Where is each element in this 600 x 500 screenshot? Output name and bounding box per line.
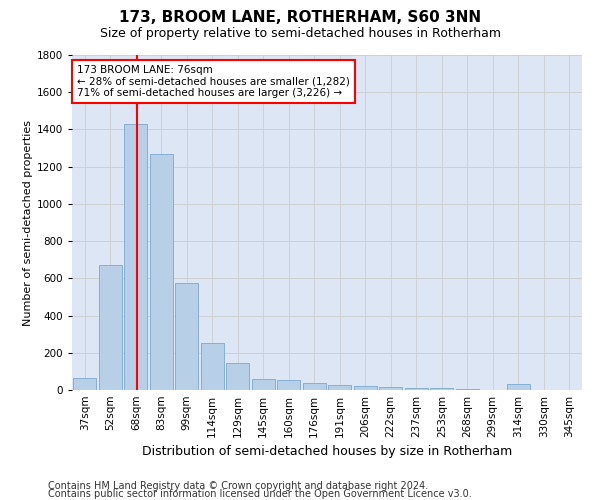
Bar bbox=[99, 266, 122, 390]
Bar bbox=[379, 387, 402, 390]
Bar bbox=[456, 388, 479, 390]
Bar bbox=[175, 283, 198, 390]
Bar bbox=[277, 380, 300, 390]
Y-axis label: Number of semi-detached properties: Number of semi-detached properties bbox=[23, 120, 32, 326]
Text: 173 BROOM LANE: 76sqm
← 28% of semi-detached houses are smaller (1,282)
71% of s: 173 BROOM LANE: 76sqm ← 28% of semi-deta… bbox=[77, 65, 350, 98]
Bar bbox=[507, 384, 530, 390]
Bar bbox=[405, 388, 428, 390]
Text: 173, BROOM LANE, ROTHERHAM, S60 3NN: 173, BROOM LANE, ROTHERHAM, S60 3NN bbox=[119, 10, 481, 25]
X-axis label: Distribution of semi-detached houses by size in Rotherham: Distribution of semi-detached houses by … bbox=[142, 446, 512, 458]
Bar bbox=[124, 124, 147, 390]
Bar bbox=[201, 344, 224, 390]
Bar bbox=[252, 379, 275, 390]
Text: Contains public sector information licensed under the Open Government Licence v3: Contains public sector information licen… bbox=[48, 489, 472, 499]
Bar bbox=[150, 154, 173, 390]
Bar bbox=[303, 384, 326, 390]
Text: Size of property relative to semi-detached houses in Rotherham: Size of property relative to semi-detach… bbox=[100, 28, 500, 40]
Text: Contains HM Land Registry data © Crown copyright and database right 2024.: Contains HM Land Registry data © Crown c… bbox=[48, 481, 428, 491]
Bar bbox=[328, 386, 351, 390]
Bar bbox=[226, 363, 249, 390]
Bar bbox=[73, 378, 96, 390]
Bar bbox=[354, 386, 377, 390]
Bar bbox=[430, 388, 453, 390]
